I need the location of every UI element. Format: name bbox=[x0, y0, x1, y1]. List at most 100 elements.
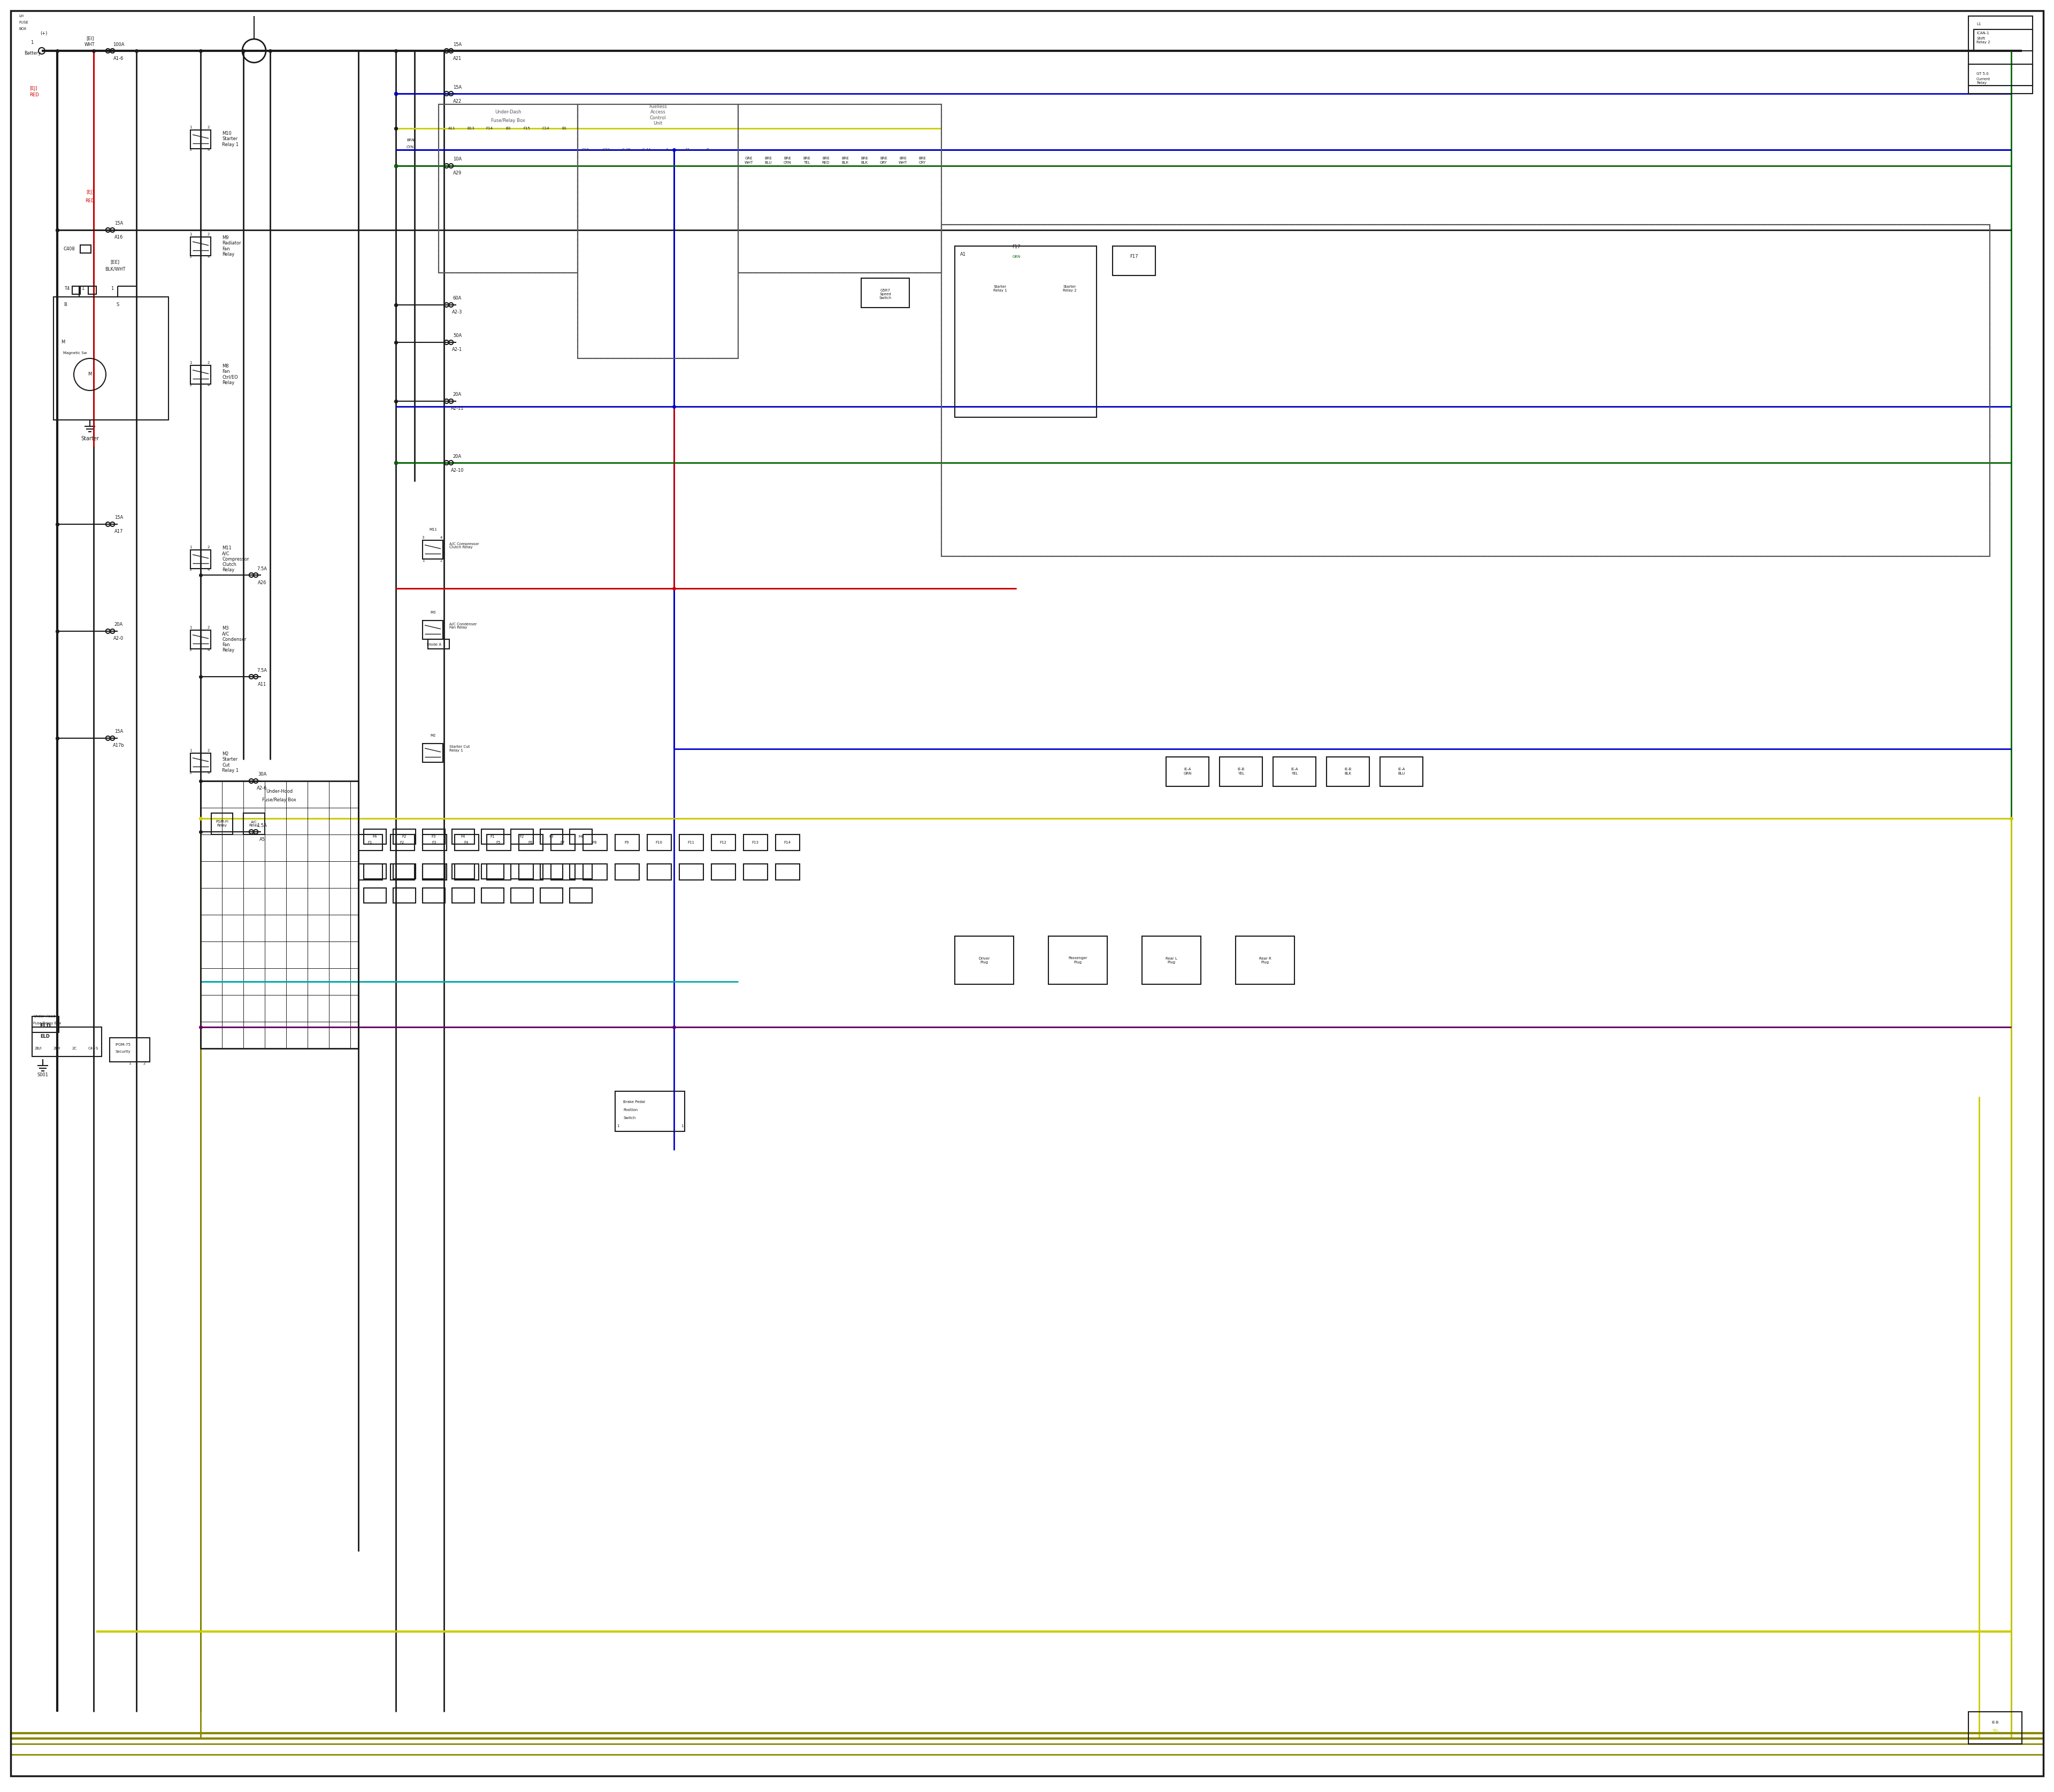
Text: BRE
BLK: BRE BLK bbox=[842, 158, 848, 163]
Text: BRE
CRY: BRE CRY bbox=[918, 158, 926, 163]
Text: 1.5A: 1.5A bbox=[257, 823, 267, 828]
Text: F4: F4 bbox=[464, 840, 468, 844]
Bar bbox=[33, 1016, 60, 1032]
Text: [EE]: [EE] bbox=[111, 260, 119, 265]
Bar bbox=[392, 889, 415, 903]
Bar bbox=[191, 131, 212, 149]
Bar bbox=[392, 864, 415, 878]
Text: A2-0: A2-0 bbox=[113, 636, 123, 642]
Text: 1: 1 bbox=[31, 41, 33, 45]
Text: 2B/I: 2B/I bbox=[35, 1047, 41, 1050]
Text: 2: 2 bbox=[144, 1063, 146, 1064]
Text: 1: 1 bbox=[127, 1063, 131, 1064]
Text: Rear L
Plug: Rear L Plug bbox=[1165, 957, 1177, 964]
Text: L1: L1 bbox=[1976, 23, 1980, 25]
Text: IE-A
BLU: IE-A BLU bbox=[1399, 769, 1405, 774]
Bar bbox=[711, 864, 735, 880]
Text: 4: 4 bbox=[207, 649, 210, 652]
Bar bbox=[1167, 756, 1210, 787]
Text: 4: 4 bbox=[207, 254, 210, 258]
Bar bbox=[1273, 756, 1317, 787]
Text: 15A: 15A bbox=[115, 516, 123, 520]
Text: A17b: A17b bbox=[113, 744, 125, 747]
Bar bbox=[737, 104, 941, 272]
Text: F14: F14 bbox=[487, 127, 493, 131]
Bar bbox=[550, 835, 575, 851]
Text: F3: F3 bbox=[548, 835, 555, 839]
Bar bbox=[390, 864, 415, 880]
Text: A11: A11 bbox=[448, 127, 456, 131]
Bar bbox=[577, 104, 737, 358]
Text: Current
Relay: Current Relay bbox=[1976, 77, 1990, 84]
Bar bbox=[53, 297, 168, 419]
Text: A16: A16 bbox=[115, 235, 123, 240]
Bar bbox=[1142, 935, 1202, 984]
Text: Position: Position bbox=[622, 1109, 637, 1111]
Bar bbox=[647, 864, 672, 880]
Text: 2: 2 bbox=[207, 545, 210, 548]
Bar bbox=[88, 287, 97, 294]
Bar bbox=[357, 864, 382, 880]
Bar bbox=[941, 224, 1990, 556]
Text: F17: F17 bbox=[1013, 246, 1021, 249]
Text: Under-Hood: Under-Hood bbox=[265, 788, 292, 794]
Text: 15A: 15A bbox=[115, 220, 123, 226]
Bar bbox=[364, 889, 386, 903]
Bar bbox=[955, 246, 1097, 418]
Text: A29: A29 bbox=[454, 170, 462, 176]
Text: IE-A
YEL: IE-A YEL bbox=[1290, 769, 1298, 774]
Text: BRE
WHT: BRE WHT bbox=[898, 158, 908, 163]
Text: F6: F6 bbox=[528, 840, 532, 844]
Text: ELD: ELD bbox=[39, 1023, 51, 1029]
Text: 7.5A: 7.5A bbox=[257, 566, 267, 572]
Bar bbox=[481, 864, 503, 878]
Bar bbox=[569, 864, 592, 878]
Text: B3: B3 bbox=[505, 127, 511, 131]
Bar bbox=[212, 814, 232, 835]
Bar bbox=[577, 104, 737, 358]
Text: 1: 1 bbox=[189, 125, 191, 129]
Text: Under-Hood: Under-Hood bbox=[33, 1014, 55, 1018]
Bar bbox=[364, 830, 386, 844]
Bar bbox=[583, 835, 608, 851]
Text: F1: F1 bbox=[368, 840, 372, 844]
Text: BLK/WHT: BLK/WHT bbox=[105, 267, 125, 271]
Text: 1: 1 bbox=[189, 749, 191, 753]
Bar bbox=[680, 864, 702, 880]
Text: 12: 12 bbox=[684, 149, 690, 151]
Text: 1: 1 bbox=[189, 545, 191, 548]
Text: 4: 4 bbox=[207, 568, 210, 572]
Text: YEL: YEL bbox=[1992, 1729, 1999, 1733]
Text: Fuse/Relay Box: Fuse/Relay Box bbox=[263, 797, 296, 803]
Bar bbox=[776, 835, 799, 851]
Bar bbox=[1048, 935, 1107, 984]
Text: Starter: Starter bbox=[80, 435, 99, 441]
Text: 2: 2 bbox=[207, 233, 210, 237]
Text: B1: B1 bbox=[563, 127, 567, 131]
Text: BRN: BRN bbox=[407, 138, 415, 142]
Bar bbox=[1113, 246, 1154, 276]
Text: 20A: 20A bbox=[454, 392, 462, 398]
Text: A2-3: A2-3 bbox=[452, 310, 462, 315]
Bar bbox=[191, 550, 212, 568]
Text: C22: C22 bbox=[602, 149, 610, 151]
Text: 30A: 30A bbox=[257, 772, 267, 778]
Bar bbox=[454, 864, 479, 880]
Bar bbox=[647, 835, 672, 851]
Text: 2C: 2C bbox=[72, 1047, 78, 1050]
Text: FUSE: FUSE bbox=[18, 22, 29, 23]
Bar bbox=[423, 830, 446, 844]
Bar bbox=[1380, 756, 1423, 787]
Bar bbox=[744, 864, 768, 880]
Text: C14: C14 bbox=[542, 127, 548, 131]
Text: Diode A: Diode A bbox=[427, 643, 442, 647]
Bar bbox=[423, 864, 446, 878]
Bar bbox=[550, 864, 575, 880]
Text: 4: 4 bbox=[440, 536, 442, 539]
Text: Switch: Switch bbox=[622, 1116, 635, 1120]
Text: 50A: 50A bbox=[454, 333, 462, 339]
Text: T4: T4 bbox=[64, 287, 70, 292]
Text: CYN: CYN bbox=[407, 145, 415, 149]
Text: 15A: 15A bbox=[115, 729, 123, 735]
Text: IE-A
GRN: IE-A GRN bbox=[1183, 769, 1191, 774]
